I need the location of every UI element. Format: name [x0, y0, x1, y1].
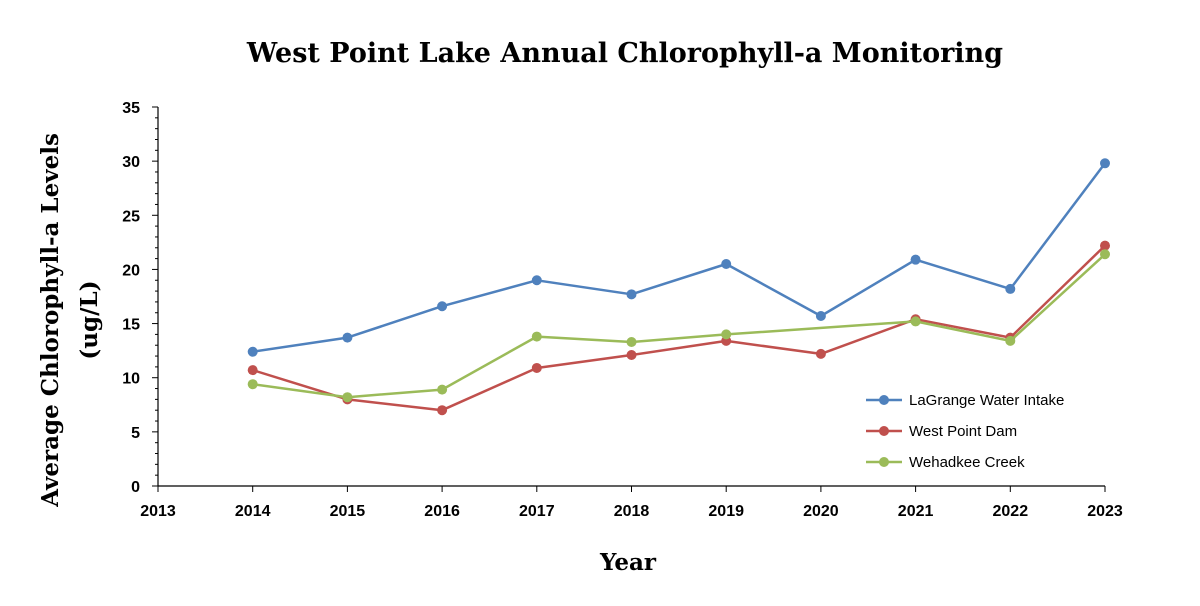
- legend-marker: [879, 395, 889, 405]
- x-tick-label: 2021: [898, 503, 934, 520]
- x-axis-title: Year: [599, 549, 657, 576]
- data-point: [626, 336, 637, 347]
- data-point: [626, 289, 637, 300]
- data-point: [437, 301, 448, 312]
- data-point: [1100, 158, 1110, 169]
- x-tick-label: 2017: [519, 503, 555, 520]
- data-point: [910, 316, 921, 327]
- data-point: [1100, 240, 1110, 251]
- y-tick-label: 35: [122, 100, 140, 117]
- data-point: [247, 379, 258, 390]
- legend-item: West Point Dam: [866, 423, 1017, 440]
- legend-item: LaGrange Water Intake: [866, 392, 1064, 409]
- x-tick-label: 2016: [424, 503, 460, 520]
- x-tick-label: 2015: [330, 503, 366, 520]
- data-point: [247, 346, 258, 357]
- data-point: [1005, 335, 1016, 346]
- series-layer: [247, 158, 1110, 416]
- y-tick-label: 25: [122, 208, 140, 225]
- data-point: [531, 331, 542, 342]
- data-point: [342, 332, 353, 343]
- y-tick-label: 5: [131, 425, 140, 442]
- series-3: [247, 249, 1110, 403]
- legend-marker: [879, 426, 889, 436]
- legend: LaGrange Water Intake West Point Dam Wehad…: [866, 392, 1064, 471]
- y-axis-title-line-1: Average Chlorophyll-a Levels: [37, 133, 64, 508]
- series-line: [252, 244, 1106, 412]
- chart-title: West Point Lake Annual Chlorophyll-a Mon…: [246, 38, 1003, 69]
- x-tick-label: 2020: [803, 503, 839, 520]
- data-point: [910, 254, 921, 265]
- data-point: [531, 362, 542, 373]
- data-point: [721, 329, 732, 340]
- y-axis-title-line-2: (ug/L): [76, 280, 103, 359]
- y-tick-label: 0: [131, 479, 140, 496]
- x-tick-label: 2014: [235, 503, 271, 520]
- series-line: [252, 162, 1106, 353]
- x-tick-label: 2022: [993, 503, 1029, 520]
- data-point: [815, 310, 826, 321]
- y-tick-label: 10: [122, 371, 140, 388]
- data-point: [247, 365, 258, 376]
- legend-label: LaGrange Water Intake: [909, 392, 1064, 409]
- legend-item: Wehadkee Creek: [866, 454, 1025, 471]
- data-point: [721, 259, 732, 270]
- x-tick-label: 2013: [140, 503, 176, 520]
- y-tick-label: 30: [122, 154, 140, 171]
- data-point: [815, 348, 826, 359]
- data-point: [1100, 249, 1110, 260]
- axes: 0 5 10 15 20 25 30 35 2013 2014 2015 2016 2017 2018 20…: [122, 100, 1123, 520]
- data-point: [437, 405, 448, 416]
- y-tick-label: 15: [122, 317, 140, 334]
- x-tick-label: 2023: [1087, 503, 1123, 520]
- x-tick-label: 2018: [614, 503, 650, 520]
- x-tick-label: 2019: [708, 503, 744, 520]
- data-point: [1005, 283, 1016, 294]
- series-1: [247, 158, 1110, 357]
- data-point: [626, 349, 637, 360]
- data-point: [437, 384, 448, 395]
- legend-label: West Point Dam: [909, 423, 1017, 440]
- y-tick-label: 20: [122, 262, 140, 279]
- data-point: [342, 392, 353, 403]
- legend-label: Wehadkee Creek: [909, 454, 1025, 471]
- legend-marker: [879, 457, 889, 467]
- data-point: [531, 275, 542, 286]
